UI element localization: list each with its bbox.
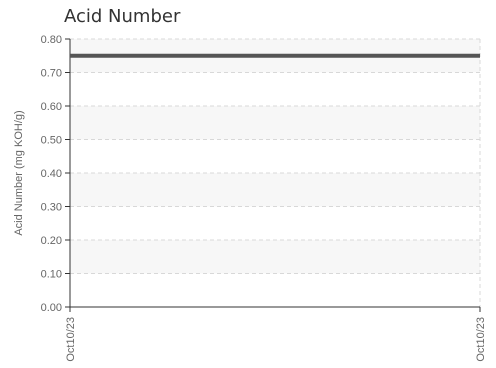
y-tick-label: 0.60 [41,101,62,113]
x-tick-label: Oct10/23 [65,317,77,362]
y-tick-label: 0.10 [41,269,62,281]
grid-band [70,173,480,207]
y-tick-label: 0.00 [41,302,62,314]
grid-band [70,106,480,140]
y-tick-label: 0.70 [41,68,62,80]
y-tick-label: 0.50 [41,135,62,147]
grid-band [70,240,480,274]
y-tick-label: 0.40 [41,168,62,180]
y-axis-title: Acid Number (mg KOH/g) [13,110,25,235]
y-tick-label: 0.80 [41,34,62,46]
chart-title: Acid Number [64,6,181,27]
x-tick-label: Oct10/23 [475,317,487,362]
y-tick-label: 0.20 [41,235,62,247]
y-tick-label: 0.30 [41,202,62,214]
